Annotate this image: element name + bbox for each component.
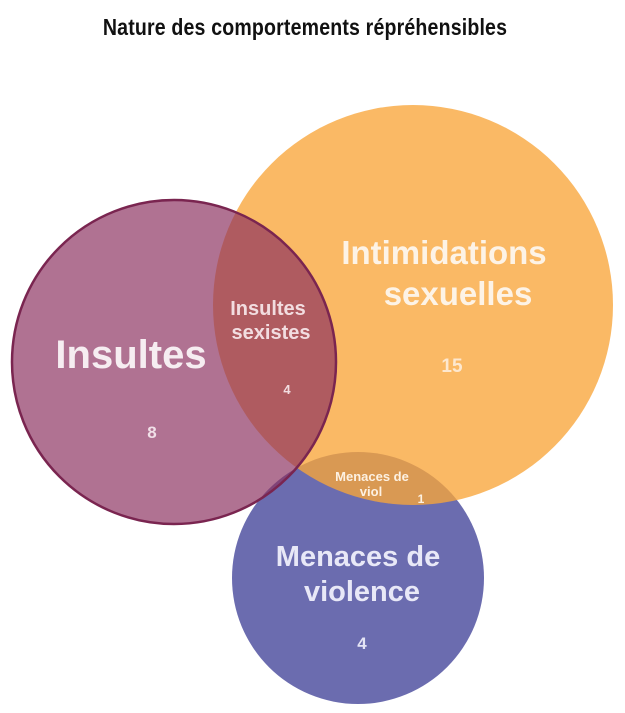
insultes-sexistes-value: 4 (283, 382, 291, 397)
insultes-value: 8 (147, 423, 156, 442)
chart-title: Nature des comportements répréhensibles (102, 14, 508, 40)
insultes-sexistes-label-line2: sexistes (232, 322, 311, 344)
circle-menaces-de-violence (232, 452, 484, 704)
menaces-label-line1: Menaces de (276, 541, 440, 573)
menaces-de-viol-value: 1 (418, 492, 425, 506)
intimidations-label-line2: sexuelles (384, 275, 533, 312)
menaces-de-viol-label-line1: Menaces de (335, 469, 409, 484)
circle-insultes (10, 198, 338, 526)
insultes-label: Insultes (55, 333, 206, 377)
intimidations-label-line1: Intimidations (341, 234, 546, 271)
intimidations-value: 15 (441, 356, 463, 377)
menaces-de-viol-label-line2: viol (360, 484, 382, 499)
menaces-label-line2: violence (304, 576, 420, 608)
menaces-value: 4 (357, 634, 367, 653)
insultes-sexistes-label-line1: Insultes (230, 298, 306, 320)
